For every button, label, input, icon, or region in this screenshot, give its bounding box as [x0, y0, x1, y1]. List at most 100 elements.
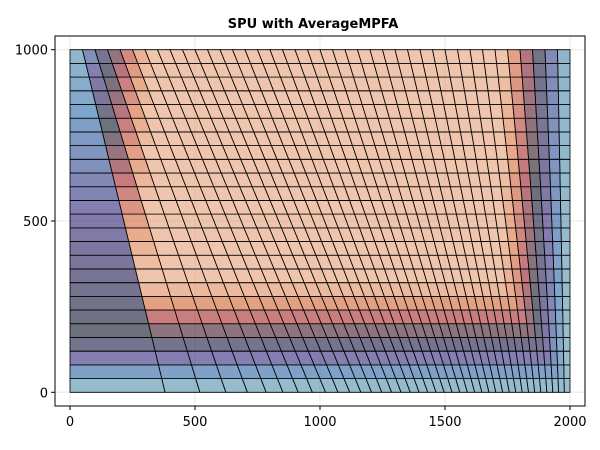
- mesh-cell: [562, 337, 571, 352]
- mesh-cell: [469, 49, 485, 64]
- mesh-cell: [559, 186, 571, 201]
- mesh-cell: [69, 227, 130, 242]
- mesh-cell: [529, 172, 542, 188]
- mesh-cell: [554, 295, 564, 311]
- mesh-cell: [560, 227, 571, 242]
- mesh-cell: [528, 158, 541, 174]
- mesh-cell: [557, 63, 571, 78]
- mesh-cell: [69, 90, 97, 105]
- mesh-cell: [543, 241, 554, 256]
- mesh-cell: [512, 104, 526, 119]
- mesh-cell: [521, 200, 534, 215]
- mesh-cell: [557, 49, 571, 64]
- mesh-cell: [151, 337, 188, 352]
- mesh-cell: [128, 241, 159, 256]
- mesh-cell: [519, 172, 532, 188]
- mesh-cell: [69, 117, 103, 133]
- mesh-cell: [536, 268, 547, 284]
- mesh-cell: [69, 337, 156, 352]
- mesh-cell: [548, 158, 561, 174]
- mesh-cell: [69, 282, 143, 297]
- mesh-cell: [563, 364, 571, 379]
- mesh-cell: [515, 131, 528, 147]
- mesh-cell: [541, 323, 550, 338]
- mesh-cell: [549, 350, 558, 366]
- mesh-cell: [559, 158, 571, 174]
- plot-cells: [69, 49, 571, 393]
- mesh-cell: [69, 364, 163, 379]
- mesh-cell: [482, 49, 498, 64]
- mesh-cell: [513, 213, 526, 229]
- mesh-cell: [562, 323, 571, 338]
- mesh-cell: [557, 364, 565, 379]
- mesh-cell: [530, 186, 542, 201]
- mesh-cell: [559, 172, 571, 188]
- mesh-cell: [157, 364, 197, 379]
- mesh-cell: [522, 90, 537, 105]
- mesh-cell: [557, 76, 571, 92]
- mesh-cell: [547, 117, 560, 133]
- mesh-cell: [551, 227, 562, 242]
- mesh-cell: [546, 295, 556, 311]
- mesh-cell: [69, 131, 107, 147]
- chart-title: SPU with AverageMPFA: [228, 17, 399, 32]
- mesh-cell: [551, 213, 562, 229]
- mesh-cell: [497, 76, 512, 92]
- mesh-cell: [546, 104, 560, 119]
- mesh-cell: [539, 309, 550, 325]
- mesh-cell: [485, 76, 501, 92]
- mesh-cell: [69, 268, 140, 284]
- mesh-cell: [483, 63, 499, 78]
- mesh-cell: [533, 76, 548, 92]
- mesh-cell: [558, 104, 571, 119]
- mesh-cell: [534, 90, 548, 105]
- mesh-cell: [69, 145, 110, 160]
- mesh-cell: [546, 90, 559, 105]
- mesh-cell: [540, 200, 552, 215]
- y-tick-label: 1000: [15, 44, 48, 59]
- mesh-cell: [144, 309, 180, 325]
- mesh-cell: [536, 117, 549, 133]
- y-tick-label: 0: [40, 386, 48, 401]
- mesh-cell: [545, 282, 556, 297]
- mesh-cell: [69, 309, 150, 325]
- mesh-cell: [69, 378, 166, 393]
- axis-ticks: 0 500 1000 1500 2000 0 500 1000: [15, 44, 587, 430]
- mesh-cell: [554, 309, 564, 325]
- mesh-cell: [528, 268, 539, 284]
- mesh-cell: [545, 63, 559, 78]
- mesh-cell: [542, 227, 554, 242]
- mesh-cell: [527, 145, 540, 160]
- y-tick-label: 500: [23, 215, 48, 230]
- mesh-cell: [535, 254, 546, 270]
- mesh-cell: [556, 350, 565, 366]
- mesh-cell: [531, 200, 543, 215]
- mesh-cell: [527, 254, 538, 270]
- mesh-cell: [553, 268, 563, 284]
- mesh-cell: [548, 145, 561, 160]
- mesh-cell: [563, 378, 571, 393]
- mesh-cell: [131, 254, 163, 270]
- mesh-cell: [539, 172, 551, 188]
- mesh-cell: [521, 76, 536, 92]
- mesh-cell: [69, 172, 117, 188]
- mesh-cell: [534, 241, 546, 256]
- mesh-cell: [544, 254, 555, 270]
- mesh-cell: [510, 186, 523, 201]
- mesh-cell: [509, 76, 524, 92]
- mesh-cell: [552, 254, 563, 270]
- mesh-cell: [161, 378, 201, 393]
- mesh-cell: [520, 186, 533, 201]
- mesh-cell: [529, 282, 540, 297]
- mesh-cell: [508, 63, 523, 78]
- mesh-cell: [154, 350, 193, 366]
- mesh-cell: [550, 364, 559, 379]
- mesh-cell: [562, 295, 571, 311]
- mesh-cell: [560, 241, 571, 256]
- mesh-cell: [515, 227, 527, 242]
- mesh-cell: [523, 213, 535, 229]
- mesh-cell: [69, 186, 120, 201]
- mesh-cell: [496, 158, 510, 174]
- mesh-cell: [558, 117, 571, 133]
- mesh-cell: [148, 323, 184, 338]
